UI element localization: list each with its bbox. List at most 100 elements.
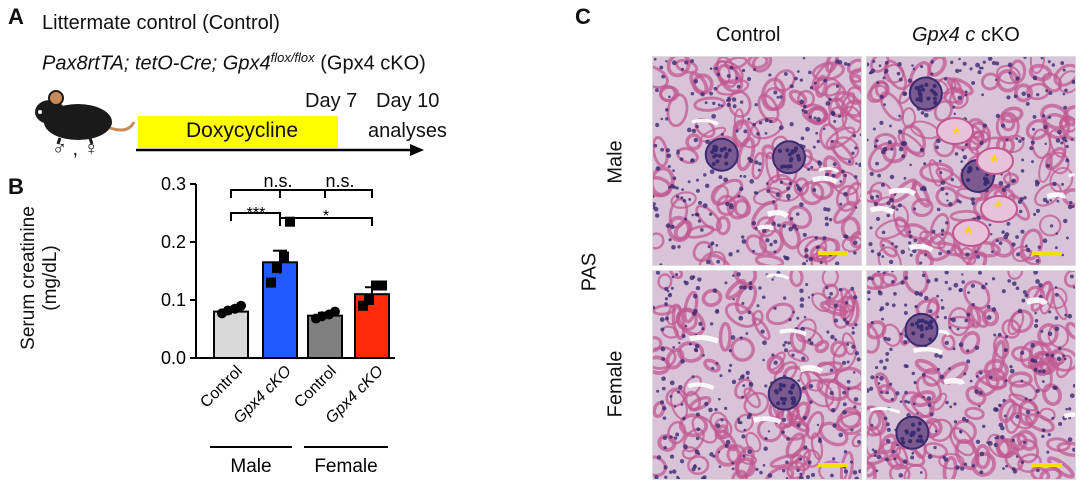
nucleus xyxy=(838,114,842,118)
nucleus xyxy=(851,344,856,349)
nucleus xyxy=(656,455,662,460)
nucleus xyxy=(747,449,752,455)
stain-label: PAS xyxy=(578,252,601,292)
nucleus xyxy=(789,122,794,127)
nucleus xyxy=(977,70,982,75)
nucleus xyxy=(812,145,816,149)
nucleus xyxy=(776,95,780,99)
lumen xyxy=(1046,192,1066,199)
injury-star: * xyxy=(964,222,973,247)
nucleus xyxy=(671,244,676,250)
nucleus xyxy=(1051,416,1055,420)
nucleus xyxy=(978,271,982,275)
nucleus xyxy=(1001,289,1006,294)
tubule xyxy=(1045,287,1068,310)
nucleus xyxy=(664,475,668,479)
nucleus xyxy=(726,73,731,78)
nucleus xyxy=(967,291,971,295)
tubule xyxy=(724,57,748,70)
nucleus xyxy=(801,386,807,391)
nucleus xyxy=(665,117,669,121)
nucleus xyxy=(803,445,808,450)
tubule xyxy=(815,74,828,98)
nucleus xyxy=(741,374,745,378)
nucleus xyxy=(1035,208,1041,213)
scale-bar xyxy=(818,251,848,255)
nucleus xyxy=(787,341,791,345)
nucleus xyxy=(831,173,836,178)
tubule xyxy=(897,132,926,158)
nucleus xyxy=(995,113,1001,119)
nucleus xyxy=(1045,353,1049,357)
tubule xyxy=(836,410,861,436)
nucleus xyxy=(782,343,786,347)
nucleus xyxy=(717,103,721,107)
nucleus xyxy=(741,434,746,439)
nucleus xyxy=(678,341,681,345)
tubule xyxy=(757,93,780,124)
nucleus xyxy=(816,245,820,249)
nucleus xyxy=(799,472,803,476)
nucleus xyxy=(1021,298,1026,303)
panel-c-letter: C xyxy=(575,4,591,29)
micrograph-male-cko xyxy=(866,56,1076,266)
nucleus xyxy=(737,194,741,198)
nucleus xyxy=(796,423,801,428)
nucleus xyxy=(1015,235,1019,239)
tubule xyxy=(653,64,669,89)
nucleus xyxy=(984,179,989,184)
nucleus xyxy=(869,171,874,176)
nucleus xyxy=(885,358,889,362)
nucleus xyxy=(843,62,848,66)
nucleus xyxy=(851,326,855,330)
nucleus xyxy=(790,149,795,154)
tubule xyxy=(974,444,991,470)
nucleus xyxy=(731,461,734,465)
nucleus xyxy=(690,59,694,63)
nucleus xyxy=(879,376,884,381)
nucleus xyxy=(778,387,783,392)
nucleus xyxy=(724,443,729,448)
nucleus xyxy=(943,457,949,462)
nucleus xyxy=(1024,293,1029,298)
nucleus xyxy=(684,217,688,221)
nucleus xyxy=(867,290,871,295)
nucleus xyxy=(779,180,784,184)
nucleus xyxy=(708,407,713,413)
nucleus xyxy=(1048,91,1053,96)
nucleus xyxy=(917,434,922,439)
nucleus xyxy=(893,457,897,461)
nucleus xyxy=(1006,221,1011,226)
nucleus xyxy=(654,475,659,479)
nucleus xyxy=(717,154,722,159)
bar xyxy=(262,261,298,359)
nucleus xyxy=(833,318,839,323)
nucleus xyxy=(1025,409,1031,415)
nucleus xyxy=(663,465,668,470)
nucleus xyxy=(913,207,917,211)
nucleus xyxy=(1021,158,1025,162)
nucleus xyxy=(938,159,942,163)
data-point xyxy=(285,216,295,227)
nucleus xyxy=(852,470,858,475)
lumen xyxy=(812,175,838,185)
nucleus xyxy=(695,436,700,441)
nucleus xyxy=(939,171,943,175)
nucleus xyxy=(816,139,821,144)
nucleus xyxy=(880,390,883,394)
nucleus xyxy=(771,221,776,226)
nucleus xyxy=(995,61,1000,66)
nucleus xyxy=(1029,146,1034,151)
nucleus xyxy=(842,318,847,322)
bracket-cko xyxy=(279,189,373,198)
nucleus xyxy=(681,188,684,191)
nucleus xyxy=(987,57,993,61)
nucleus xyxy=(870,68,876,74)
nucleus xyxy=(717,450,721,454)
tubule xyxy=(684,390,702,411)
nucleus xyxy=(975,439,981,444)
nucleus xyxy=(904,399,908,404)
nucleus xyxy=(1048,310,1052,314)
nucleus xyxy=(764,118,769,123)
